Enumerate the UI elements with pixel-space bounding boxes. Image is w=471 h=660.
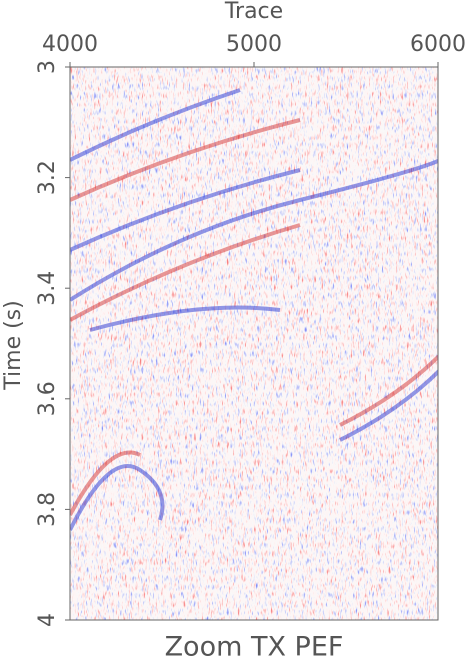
y-tick-label: 3.4 (35, 271, 60, 306)
x-tick-label: 6000 (410, 32, 466, 57)
chart-title: Zoom TX PEF (165, 632, 344, 660)
y-tick-label: 3.8 (35, 492, 60, 527)
seismic-section (70, 67, 438, 620)
y-axis-title: Time (s) (1, 300, 26, 390)
y-tick-label: 4 (35, 613, 60, 627)
y-tick-label: 3.6 (35, 381, 60, 416)
x-tick-label: 5000 (226, 32, 282, 57)
x-tick-label: 4000 (42, 32, 98, 57)
y-tick-label: 3.2 (35, 160, 60, 195)
y-tick-label: 3 (35, 60, 60, 74)
x-axis-title: Trace (224, 0, 283, 24)
